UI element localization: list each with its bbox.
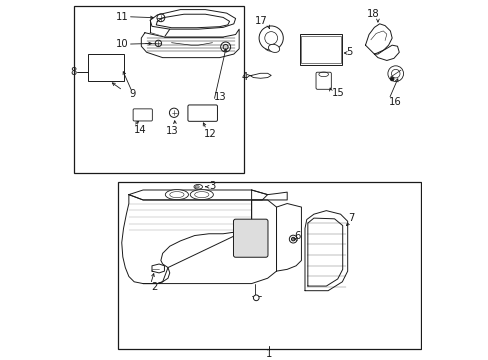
Circle shape xyxy=(389,77,393,81)
Polygon shape xyxy=(365,24,391,54)
Text: 1: 1 xyxy=(265,349,272,359)
Circle shape xyxy=(253,295,259,301)
Text: 14: 14 xyxy=(134,125,146,135)
Text: 12: 12 xyxy=(203,129,216,139)
FancyBboxPatch shape xyxy=(133,109,152,121)
Text: 15: 15 xyxy=(331,88,344,98)
Text: 3: 3 xyxy=(209,181,215,191)
Ellipse shape xyxy=(194,184,202,189)
Ellipse shape xyxy=(195,185,199,188)
Text: 16: 16 xyxy=(388,97,401,107)
Text: 11: 11 xyxy=(116,12,128,22)
Text: 17: 17 xyxy=(255,16,267,26)
Text: 7: 7 xyxy=(347,213,354,224)
Ellipse shape xyxy=(165,190,188,199)
Bar xyxy=(88,54,123,81)
Polygon shape xyxy=(251,190,286,200)
Bar xyxy=(299,35,342,65)
Polygon shape xyxy=(122,195,251,284)
Polygon shape xyxy=(249,73,271,78)
FancyBboxPatch shape xyxy=(187,105,217,121)
Polygon shape xyxy=(150,10,235,29)
Ellipse shape xyxy=(190,190,213,199)
Text: 9: 9 xyxy=(129,89,135,99)
FancyBboxPatch shape xyxy=(233,219,267,257)
Text: 5: 5 xyxy=(346,47,352,57)
Polygon shape xyxy=(129,190,267,200)
Bar xyxy=(301,36,340,63)
Text: 13: 13 xyxy=(166,126,179,136)
Text: 2: 2 xyxy=(151,282,157,292)
Polygon shape xyxy=(141,29,239,58)
Ellipse shape xyxy=(268,44,279,53)
Polygon shape xyxy=(305,211,347,291)
Circle shape xyxy=(223,45,228,49)
Text: 8: 8 xyxy=(71,67,77,77)
Polygon shape xyxy=(374,45,399,60)
Text: 10: 10 xyxy=(116,39,128,49)
Bar xyxy=(118,182,420,350)
Circle shape xyxy=(291,237,294,241)
Text: 4: 4 xyxy=(241,72,247,82)
Polygon shape xyxy=(152,264,164,273)
Polygon shape xyxy=(276,203,301,271)
Text: 18: 18 xyxy=(366,9,379,19)
FancyBboxPatch shape xyxy=(315,72,331,89)
Text: 6: 6 xyxy=(293,230,300,240)
Text: 13: 13 xyxy=(214,92,226,102)
Bar xyxy=(74,6,244,173)
Polygon shape xyxy=(143,200,276,284)
